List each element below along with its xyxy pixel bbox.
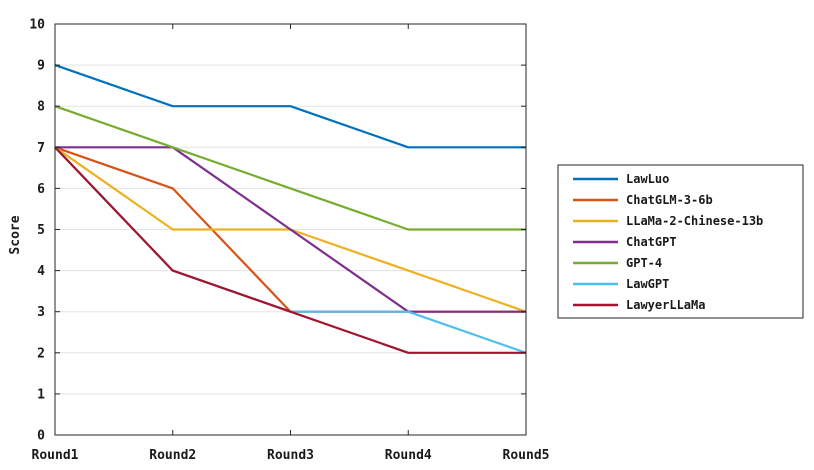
legend-label: ChatGPT <box>626 235 677 249</box>
legend: LawLuo ChatGLM-3-6b LLaMa-2-Chinese-13b Cha… <box>557 164 804 319</box>
axes <box>54 23 527 436</box>
y-tick-label: 5 <box>37 223 45 238</box>
x-tick-labels: Round1 Round2 Round3 Round4 Round5 <box>32 448 550 463</box>
legend-label: LLaMa-2-Chinese-13b <box>626 214 763 228</box>
x-tick-label: Round4 <box>385 448 432 463</box>
legend-label: LawyerLLaMa <box>626 298 705 312</box>
y-tick-label: 3 <box>37 305 45 320</box>
y-tick-label: 8 <box>37 100 45 115</box>
y-tick-label: 7 <box>37 141 45 156</box>
series-line-lawyerllama <box>54 146 526 354</box>
x-tick-label: Round1 <box>32 448 79 463</box>
series-line-chatgpt <box>55 146 526 313</box>
y-tick-label: 1 <box>37 387 45 402</box>
series-lines <box>54 64 527 354</box>
y-axis-label: Score <box>8 215 23 254</box>
y-tick-labels: 0 1 2 3 4 5 6 7 8 9 10 <box>29 18 45 444</box>
legend-label: LawLuo <box>626 172 669 186</box>
y-tick-label: 9 <box>37 59 45 74</box>
y-tick-label: 10 <box>29 18 45 33</box>
series-line-lawgpt <box>54 146 527 354</box>
x-tick-label: Round3 <box>267 448 314 463</box>
x-tick-label: Round5 <box>503 448 550 463</box>
y-tick-label: 2 <box>37 346 45 361</box>
y-tick-label: 6 <box>37 182 45 197</box>
legend-label: ChatGLM-3-6b <box>626 193 713 207</box>
series-line-lawluo <box>54 64 526 149</box>
x-tick-label: Round2 <box>149 448 196 463</box>
legend-label: GPT-4 <box>626 256 662 270</box>
legend-label: LawGPT <box>626 277 669 291</box>
y-tick-label: 0 <box>37 429 45 444</box>
series-line-gpt-4 <box>54 105 526 231</box>
y-tick-label: 4 <box>37 264 45 279</box>
